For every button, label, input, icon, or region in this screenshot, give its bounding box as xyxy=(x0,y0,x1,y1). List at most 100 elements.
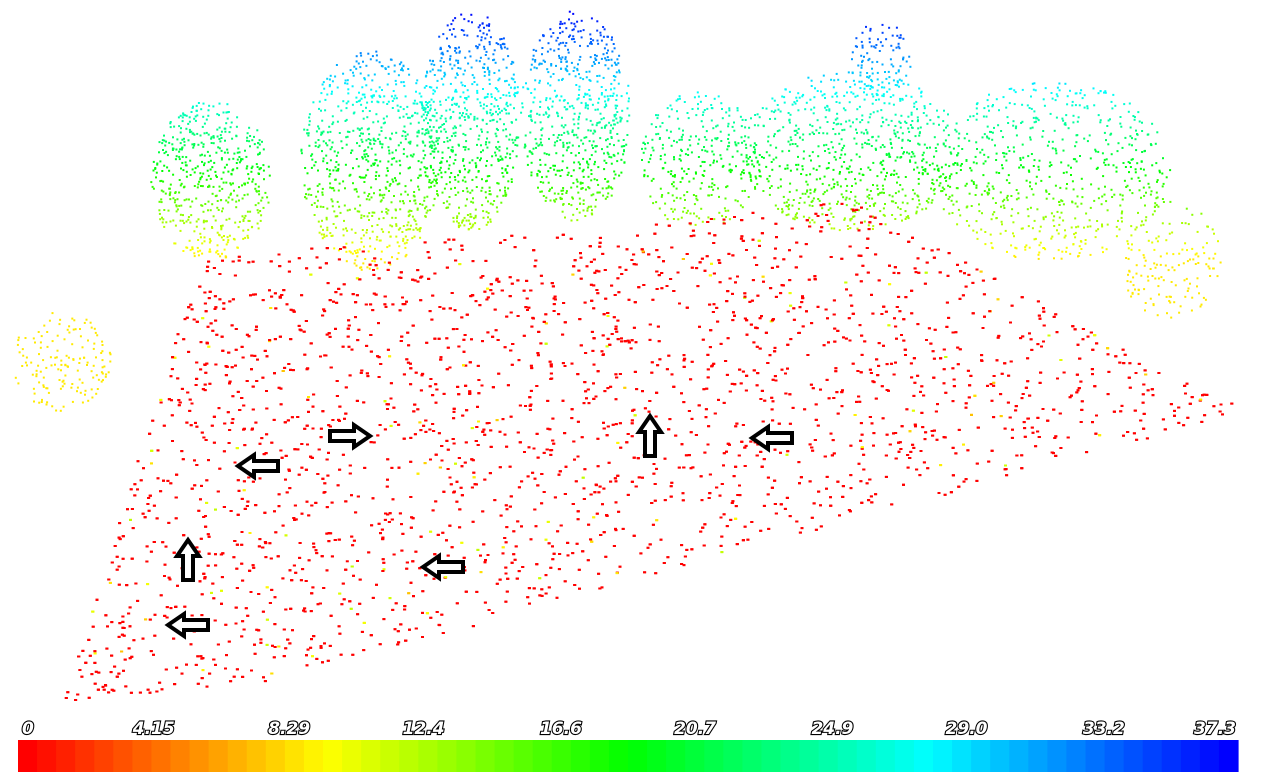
point xyxy=(232,169,234,171)
point xyxy=(417,186,419,188)
point xyxy=(363,246,365,248)
point xyxy=(489,190,491,192)
point xyxy=(579,113,581,115)
point xyxy=(1155,162,1157,164)
point xyxy=(464,57,466,59)
point xyxy=(340,110,342,112)
point xyxy=(729,218,731,220)
point xyxy=(342,73,344,75)
point xyxy=(581,20,583,22)
point xyxy=(191,201,193,203)
point xyxy=(350,152,352,154)
point xyxy=(403,225,405,227)
point xyxy=(578,161,580,163)
point xyxy=(983,107,985,109)
point xyxy=(1169,169,1171,171)
point xyxy=(502,129,504,131)
point xyxy=(859,121,861,123)
point xyxy=(865,26,867,28)
point xyxy=(1071,104,1073,106)
point xyxy=(664,203,666,205)
point xyxy=(181,183,183,185)
point xyxy=(713,154,715,156)
point xyxy=(457,181,459,183)
point xyxy=(1078,255,1080,257)
point xyxy=(50,356,52,358)
point xyxy=(971,205,973,207)
point xyxy=(213,215,215,217)
point xyxy=(1040,226,1042,228)
point xyxy=(750,180,752,182)
point xyxy=(1024,249,1026,251)
point xyxy=(966,133,968,135)
point xyxy=(1071,227,1073,229)
point xyxy=(886,154,888,156)
point xyxy=(464,134,466,136)
point xyxy=(679,95,681,97)
point xyxy=(389,224,391,226)
point xyxy=(817,198,819,200)
point xyxy=(822,94,824,96)
point xyxy=(899,79,901,81)
point xyxy=(477,98,479,100)
point xyxy=(257,223,259,225)
point xyxy=(527,164,529,166)
point xyxy=(980,229,982,231)
point xyxy=(1074,236,1076,238)
point xyxy=(618,140,620,142)
point xyxy=(566,149,568,151)
point xyxy=(1095,236,1097,238)
point xyxy=(431,63,433,65)
point xyxy=(938,116,940,118)
point xyxy=(842,147,844,149)
point xyxy=(1026,180,1028,182)
point xyxy=(525,82,527,84)
point xyxy=(327,131,329,133)
point xyxy=(1132,292,1134,294)
point xyxy=(750,176,752,178)
point xyxy=(504,80,506,82)
point xyxy=(25,337,27,339)
point xyxy=(1160,264,1162,266)
point xyxy=(885,38,887,40)
point xyxy=(816,178,818,180)
point xyxy=(435,175,437,177)
point xyxy=(893,174,895,176)
point xyxy=(1093,87,1095,89)
point xyxy=(180,132,182,134)
point xyxy=(804,193,806,195)
point xyxy=(398,252,400,254)
point xyxy=(366,198,368,200)
point xyxy=(246,168,248,170)
point xyxy=(582,187,584,189)
point xyxy=(789,144,791,146)
point xyxy=(884,203,886,205)
point xyxy=(303,129,305,131)
point xyxy=(414,112,416,114)
point xyxy=(670,208,672,210)
point xyxy=(1075,226,1077,228)
point xyxy=(455,89,457,91)
point xyxy=(481,36,483,38)
point xyxy=(67,365,69,367)
point xyxy=(613,177,615,179)
point xyxy=(442,152,444,154)
point xyxy=(48,392,50,394)
point xyxy=(804,202,806,204)
point xyxy=(688,181,690,183)
point xyxy=(239,151,241,153)
point xyxy=(893,130,895,132)
point xyxy=(993,188,995,190)
point xyxy=(317,200,319,202)
point xyxy=(810,160,812,162)
point xyxy=(410,179,412,181)
point xyxy=(806,174,808,176)
point xyxy=(806,102,808,104)
point xyxy=(560,198,562,200)
point xyxy=(576,179,578,181)
point xyxy=(186,164,188,166)
point xyxy=(406,224,408,226)
point xyxy=(530,110,532,112)
point xyxy=(809,155,811,157)
point xyxy=(252,178,254,180)
